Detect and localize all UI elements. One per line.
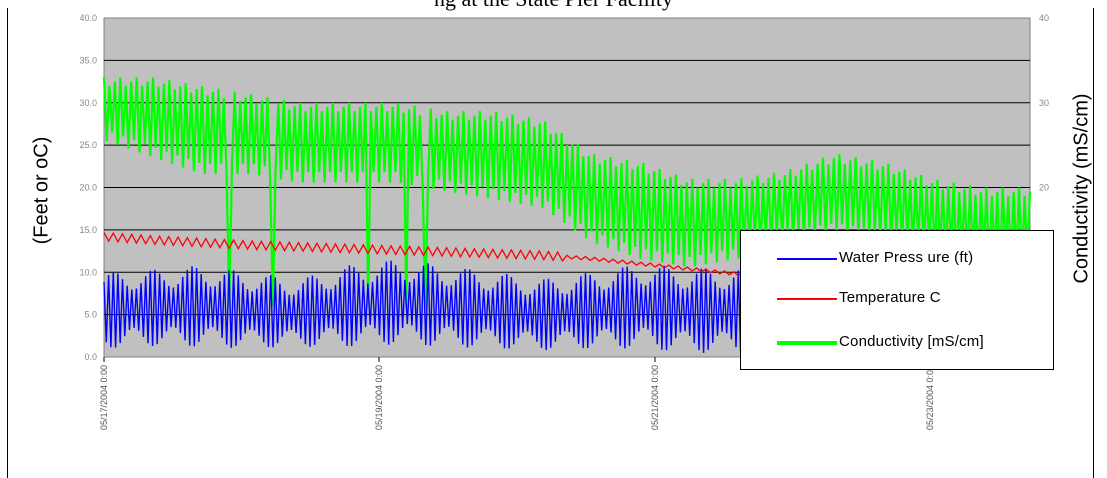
y-tick-label-right: 30 xyxy=(1039,98,1049,108)
legend: Water Press ure (ft) Temperature C Condu… xyxy=(740,230,1054,370)
y-tick-label-right: 40 xyxy=(1039,13,1049,23)
legend-swatch-water-pressure xyxy=(777,258,837,260)
legend-item-temperature: Temperature C xyxy=(741,289,1053,309)
y-tick-label-left: 0.0 xyxy=(84,352,97,362)
legend-item-water-pressure: Water Press ure (ft) xyxy=(741,249,1053,269)
y-tick-label-left: 20.0 xyxy=(79,183,97,193)
y-tick-label-left: 30.0 xyxy=(79,98,97,108)
y-tick-label-left: 40.0 xyxy=(79,13,97,23)
y-tick-label-left: 15.0 xyxy=(79,225,97,235)
x-tick-label: 05/19/2004 0:00 xyxy=(374,365,384,430)
legend-label-temperature: Temperature C xyxy=(839,289,941,306)
y-tick-label-left: 25.0 xyxy=(79,140,97,150)
y-tick-label-left: 5.0 xyxy=(84,310,97,320)
legend-item-conductivity: Conductivity [mS/cm] xyxy=(741,333,1053,353)
y-tick-label-right: 20 xyxy=(1039,183,1049,193)
frame-left-border xyxy=(7,8,8,478)
x-tick-label: 05/23/2004 0:00 xyxy=(925,365,935,430)
legend-label-water-pressure: Water Press ure (ft) xyxy=(839,249,974,266)
y-tick-label-left: 35.0 xyxy=(79,55,97,65)
series-line-conductivity xyxy=(102,77,1032,307)
legend-swatch-conductivity xyxy=(777,341,837,345)
legend-label-conductivity: Conductivity [mS/cm] xyxy=(839,333,984,350)
x-tick-label: 05/21/2004 0:00 xyxy=(650,365,660,430)
legend-swatch-temperature xyxy=(777,298,837,300)
chart-title: ng at the State Pier Facility xyxy=(0,0,1107,12)
y-tick-label-left: 10.0 xyxy=(79,267,97,277)
x-tick-label: 05/17/2004 0:00 xyxy=(99,365,109,430)
frame-right-border xyxy=(1093,8,1094,478)
